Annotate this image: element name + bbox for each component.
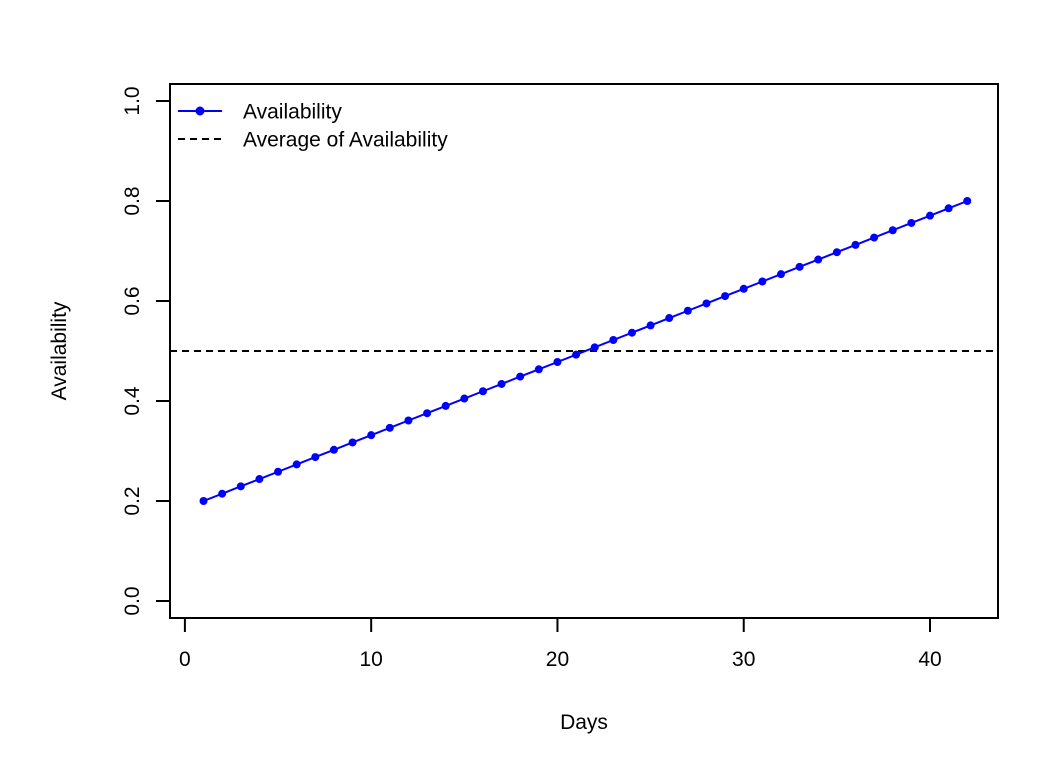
availability-data-point	[776, 270, 785, 279]
y-axis: 0.0 0.2 0.4 0.6 0.8 1.0	[121, 86, 170, 616]
availability-data-point	[441, 401, 450, 410]
availability-data-point	[311, 453, 320, 462]
availability-data-point	[963, 197, 972, 205]
x-tick-label: 20	[546, 648, 569, 671]
availability-data-point	[199, 497, 208, 505]
x-axis: 0 10 20 30 40	[179, 618, 942, 671]
y-tick-label: 0.2	[121, 486, 144, 515]
x-tick-label: 30	[732, 648, 755, 671]
availability-data-point	[888, 226, 897, 235]
y-axis-title: Availability	[48, 301, 71, 400]
availability-data-point	[497, 379, 506, 388]
availability-data-point	[739, 284, 748, 293]
availability-data-point	[609, 336, 618, 344]
availability-data-point	[460, 394, 469, 403]
availability-data-point	[721, 292, 730, 301]
y-tick-label: 0.0	[121, 586, 144, 615]
availability-data-point	[665, 314, 674, 323]
x-tick-label: 0	[179, 648, 191, 671]
availability-data-point	[516, 372, 525, 381]
y-tick-label: 0.4	[121, 386, 144, 416]
availability-data-point	[851, 240, 860, 249]
legend-label-average-of-availability: Average of Availability	[243, 129, 448, 152]
x-tick-label: 40	[918, 648, 941, 671]
availability-data-point	[367, 431, 376, 440]
availability-data-point	[404, 416, 413, 425]
availability-data-point	[926, 211, 935, 220]
availability-data-point	[870, 233, 879, 242]
availability-data-point	[385, 423, 394, 432]
legend-availability-marker-icon	[195, 106, 205, 116]
availability-data-point	[683, 306, 692, 315]
availability-data-point	[274, 467, 283, 476]
availability-data-point	[236, 482, 245, 491]
availability-data-point	[255, 475, 264, 484]
x-tick-label: 10	[359, 648, 382, 671]
availability-data-point	[814, 255, 823, 264]
availability-data-point	[478, 387, 487, 396]
legend: Availability Average of Availability	[178, 101, 448, 152]
availability-data-point	[646, 321, 655, 330]
availability-data-point	[348, 438, 357, 447]
availability-data-point	[423, 409, 432, 418]
availability-data-point	[627, 328, 636, 337]
availability-data-point	[590, 343, 599, 352]
availability-data-point	[832, 248, 841, 257]
plot-series	[170, 197, 998, 505]
y-tick-label: 1.0	[121, 86, 144, 115]
availability-data-point	[702, 299, 711, 308]
x-axis-title: Days	[560, 711, 608, 734]
availability-data-point	[907, 218, 916, 227]
y-tick-label: 0.8	[121, 186, 144, 215]
availability-data-point	[553, 358, 562, 366]
availability-data-point	[944, 204, 953, 213]
availability-data-point	[218, 489, 227, 498]
legend-label-availability: Availability	[243, 101, 342, 124]
availability-data-point	[534, 365, 543, 374]
availability-data-point	[292, 460, 301, 469]
availability-data-point	[758, 277, 767, 286]
availability-data-point	[572, 350, 581, 359]
y-tick-label: 0.6	[121, 286, 144, 315]
availability-data-point	[329, 445, 338, 454]
availability-data-point	[795, 262, 804, 271]
